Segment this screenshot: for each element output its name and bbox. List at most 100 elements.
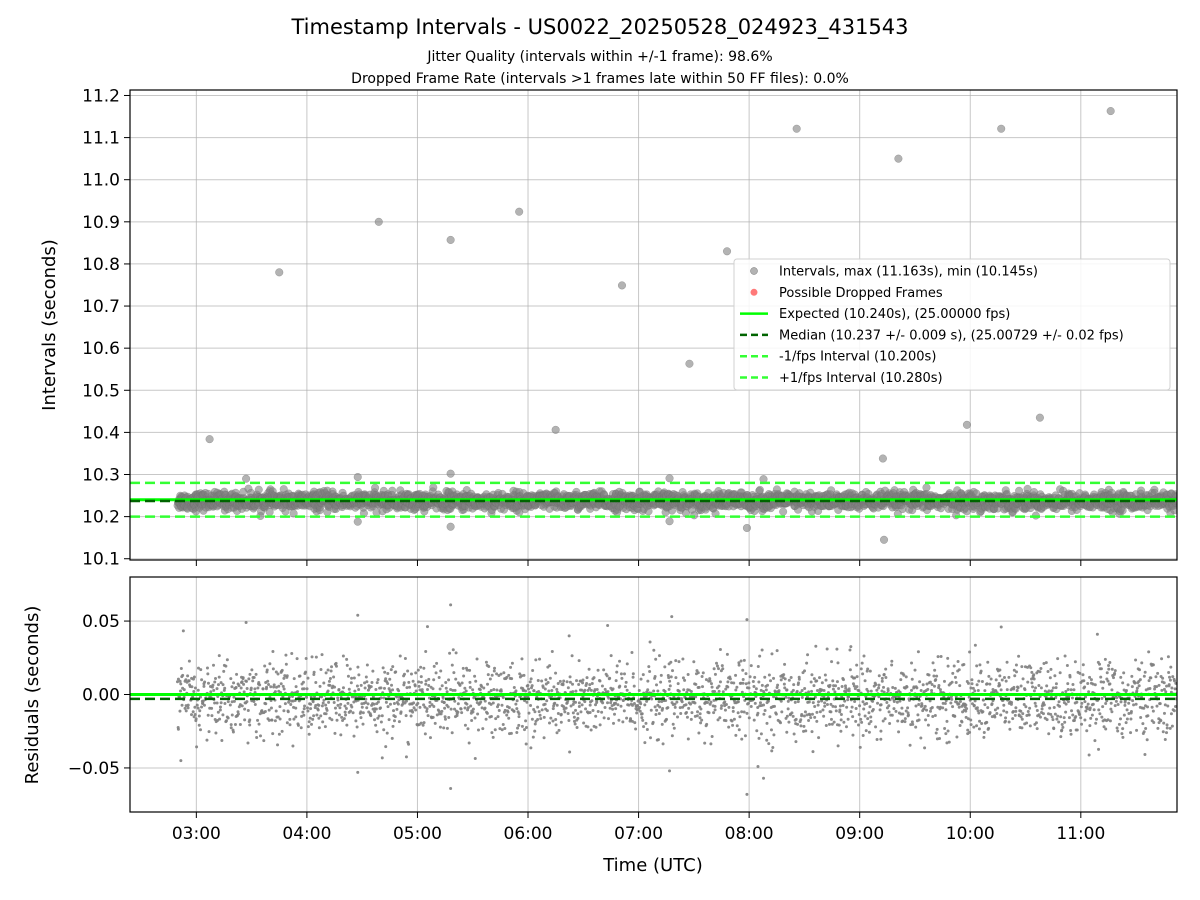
data-point <box>660 722 664 726</box>
data-point <box>229 723 233 727</box>
data-point <box>589 728 593 732</box>
data-point <box>394 670 398 674</box>
data-point <box>885 701 889 705</box>
data-point <box>212 688 216 692</box>
data-point <box>694 695 698 699</box>
data-point <box>391 665 395 669</box>
data-point <box>896 719 900 723</box>
data-point <box>762 703 766 707</box>
data-point <box>324 671 328 675</box>
data-point <box>450 731 454 735</box>
data-point <box>800 689 804 693</box>
data-point <box>657 700 661 704</box>
data-point <box>834 705 838 709</box>
data-point <box>769 728 773 732</box>
data-point <box>674 676 678 680</box>
data-point <box>364 697 368 701</box>
data-point <box>782 673 786 677</box>
data-point <box>692 660 696 664</box>
data-point <box>930 706 934 710</box>
data-point <box>671 669 675 673</box>
data-point <box>432 664 436 668</box>
data-point <box>259 734 263 738</box>
data-point <box>223 686 227 690</box>
data-point <box>236 712 240 716</box>
data-point <box>796 722 800 726</box>
data-point <box>240 704 244 708</box>
data-point <box>571 711 575 715</box>
data-point <box>258 683 262 687</box>
data-point <box>264 702 268 706</box>
data-point <box>648 736 652 740</box>
data-point <box>398 654 402 658</box>
data-point <box>790 711 794 715</box>
data-point <box>548 676 552 680</box>
x-tick-label: 07:00 <box>614 824 663 844</box>
data-point <box>431 715 435 719</box>
data-point <box>249 686 253 690</box>
data-point <box>627 703 631 707</box>
data-point <box>562 705 566 709</box>
data-point <box>705 700 709 704</box>
data-point <box>509 665 513 669</box>
data-point <box>232 699 236 703</box>
data-point <box>277 732 281 736</box>
data-point <box>199 668 203 672</box>
data-point <box>440 709 444 713</box>
data-point <box>237 684 241 688</box>
data-point <box>620 676 624 680</box>
data-point <box>953 714 957 718</box>
data-point <box>285 674 289 678</box>
data-point <box>507 706 511 710</box>
data-point <box>512 685 516 689</box>
data-point <box>369 714 373 718</box>
data-point <box>274 685 278 689</box>
data-point <box>472 695 476 699</box>
data-point <box>946 729 950 733</box>
data-point <box>569 704 573 708</box>
data-point <box>736 711 740 715</box>
data-point <box>906 706 910 710</box>
data-point <box>438 725 442 729</box>
data-point <box>371 695 375 699</box>
data-point <box>505 713 509 717</box>
data-point <box>495 672 499 676</box>
data-point <box>295 657 299 661</box>
data-point <box>839 718 843 722</box>
data-point <box>332 675 336 679</box>
data-point <box>337 713 341 717</box>
data-point <box>269 706 273 710</box>
data-point <box>647 665 651 669</box>
data-point <box>879 737 883 741</box>
data-point <box>355 725 359 729</box>
data-point <box>346 674 350 678</box>
data-point <box>451 648 455 652</box>
data-point <box>860 661 864 665</box>
data-point <box>305 687 309 691</box>
data-point <box>176 727 180 731</box>
data-point <box>184 678 188 682</box>
data-point <box>473 716 477 720</box>
data-point <box>439 669 443 673</box>
data-point <box>525 700 529 704</box>
data-point <box>348 667 352 671</box>
data-point <box>343 704 347 708</box>
data-point <box>505 675 509 679</box>
data-point <box>625 662 629 666</box>
data-point <box>257 680 261 684</box>
data-point <box>272 683 276 687</box>
data-point <box>210 706 214 710</box>
data-point <box>355 684 359 688</box>
data-point <box>652 689 656 693</box>
data-point <box>723 700 727 704</box>
data-point <box>944 732 948 736</box>
data-point <box>319 667 323 671</box>
data-point <box>759 732 763 736</box>
data-point <box>202 684 206 688</box>
data-point <box>335 718 339 722</box>
data-point <box>740 737 744 741</box>
data-point <box>490 673 494 677</box>
data-point <box>274 670 278 674</box>
data-point <box>507 673 511 677</box>
data-point <box>938 736 942 740</box>
